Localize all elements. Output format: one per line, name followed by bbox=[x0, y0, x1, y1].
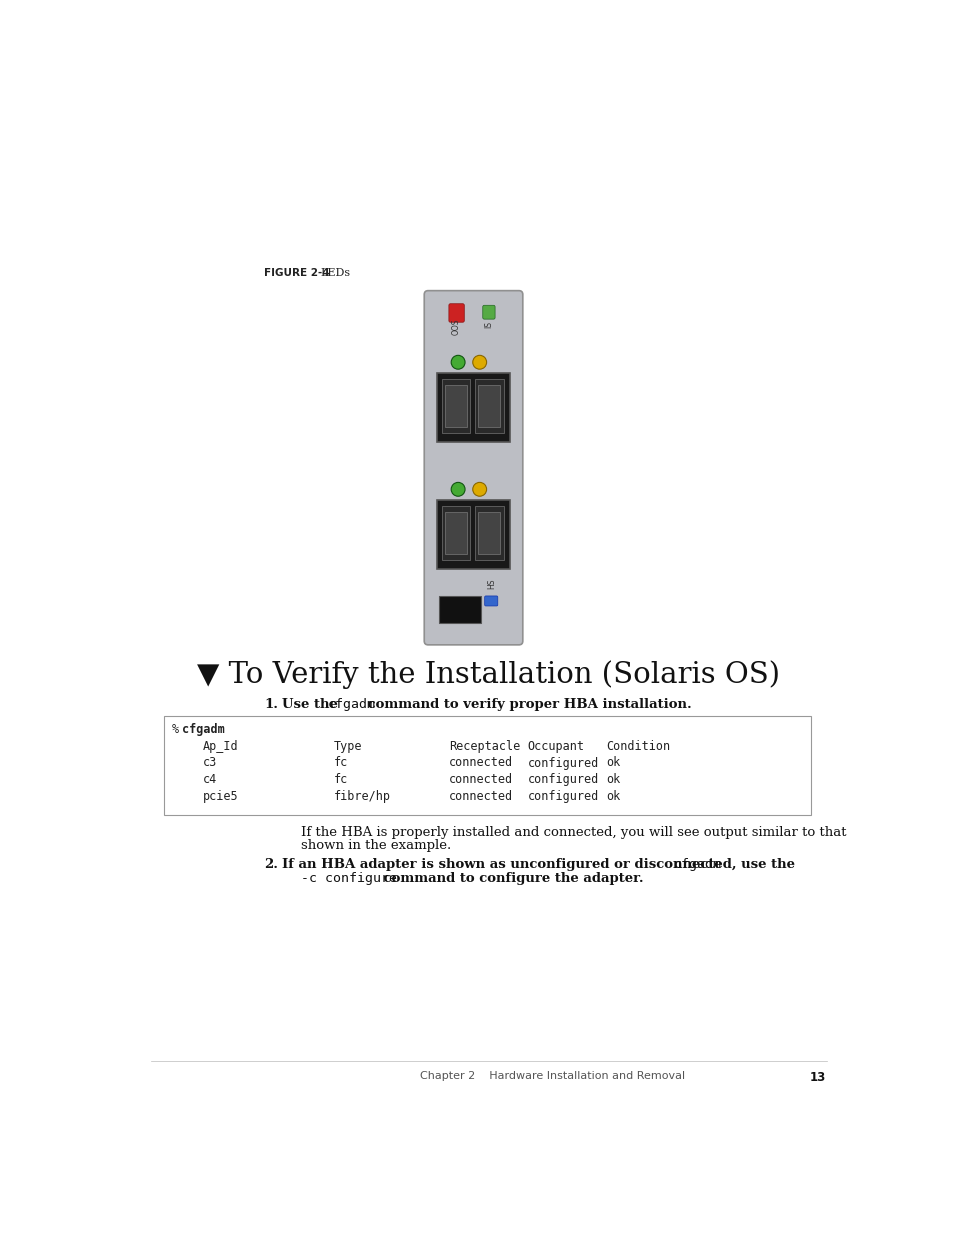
Text: FIGURE 2-4: FIGURE 2-4 bbox=[264, 268, 330, 278]
Text: cfgadm: cfgadm bbox=[328, 698, 375, 711]
FancyBboxPatch shape bbox=[449, 304, 464, 322]
FancyBboxPatch shape bbox=[484, 597, 497, 606]
Bar bbox=[475, 506, 503, 561]
Bar bbox=[444, 385, 467, 427]
Text: Type: Type bbox=[333, 740, 361, 752]
Circle shape bbox=[451, 483, 464, 496]
Text: command to verify proper HBA installation.: command to verify proper HBA installatio… bbox=[363, 698, 692, 711]
Text: %: % bbox=[172, 722, 186, 736]
Text: Ap_Id: Ap_Id bbox=[202, 740, 238, 752]
Circle shape bbox=[473, 483, 486, 496]
Bar bbox=[444, 513, 467, 555]
Bar bbox=[477, 513, 500, 555]
Text: Occupant: Occupant bbox=[527, 740, 584, 752]
Bar bbox=[441, 379, 470, 433]
FancyBboxPatch shape bbox=[424, 290, 522, 645]
Bar bbox=[477, 385, 500, 427]
Text: configured: configured bbox=[527, 757, 598, 769]
Text: configured: configured bbox=[527, 790, 598, 804]
Circle shape bbox=[473, 356, 486, 369]
Text: HS: HS bbox=[487, 579, 496, 589]
Text: 13: 13 bbox=[808, 1071, 824, 1083]
Text: cfgadm: cfgadm bbox=[673, 858, 721, 871]
Text: cfgadm: cfgadm bbox=[182, 722, 225, 736]
Bar bbox=[438, 595, 480, 624]
Text: LEDs: LEDs bbox=[320, 268, 350, 278]
Bar bbox=[436, 500, 509, 569]
Text: configured: configured bbox=[527, 773, 598, 787]
Text: -c configure: -c configure bbox=[301, 872, 396, 885]
Text: If an HBA adapter is shown as unconfigured or disconnected, use the: If an HBA adapter is shown as unconfigur… bbox=[281, 858, 799, 871]
Text: ok: ok bbox=[605, 773, 619, 787]
Text: connected: connected bbox=[449, 773, 513, 787]
Text: ok: ok bbox=[605, 757, 619, 769]
Bar bbox=[436, 373, 509, 442]
Bar bbox=[164, 716, 810, 815]
Text: connected: connected bbox=[449, 790, 513, 804]
Bar bbox=[441, 506, 470, 561]
Text: pcie5: pcie5 bbox=[202, 790, 238, 804]
Text: IS: IS bbox=[484, 321, 493, 329]
Text: fc: fc bbox=[333, 757, 347, 769]
Text: ok: ok bbox=[605, 790, 619, 804]
Text: ▼ To Verify the Installation (Solaris OS): ▼ To Verify the Installation (Solaris OS… bbox=[197, 661, 780, 689]
Text: 1.: 1. bbox=[264, 698, 277, 711]
Text: 2.: 2. bbox=[264, 858, 277, 871]
Text: c3: c3 bbox=[202, 757, 216, 769]
Text: Condition: Condition bbox=[605, 740, 669, 752]
Text: OOS: OOS bbox=[452, 319, 460, 335]
Text: connected: connected bbox=[449, 757, 513, 769]
Text: Use the: Use the bbox=[281, 698, 342, 711]
FancyBboxPatch shape bbox=[482, 305, 495, 319]
Text: Chapter 2    Hardware Installation and Removal: Chapter 2 Hardware Installation and Remo… bbox=[420, 1071, 684, 1081]
Text: If the HBA is properly installed and connected, you will see output similar to t: If the HBA is properly installed and con… bbox=[301, 826, 845, 839]
Text: fc: fc bbox=[333, 773, 347, 787]
Text: shown in the example.: shown in the example. bbox=[301, 839, 451, 852]
Bar bbox=[475, 379, 503, 433]
Circle shape bbox=[451, 356, 464, 369]
Text: c4: c4 bbox=[202, 773, 216, 787]
Text: Receptacle: Receptacle bbox=[449, 740, 519, 752]
Text: fibre/hp: fibre/hp bbox=[333, 790, 390, 804]
Text: command to configure the adapter.: command to configure the adapter. bbox=[378, 872, 642, 885]
